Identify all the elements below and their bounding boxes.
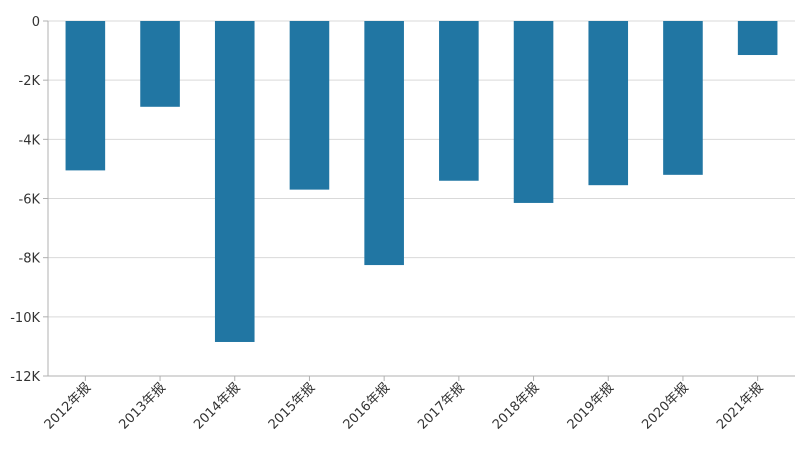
y-tick-label: -6K [19, 193, 41, 208]
y-tick-label: -10K [10, 311, 40, 326]
bar [289, 21, 330, 190]
bars [65, 21, 778, 342]
bar [364, 21, 404, 266]
x-category-label: 2014年报 [191, 380, 243, 432]
bar [214, 21, 255, 342]
bar [663, 21, 703, 175]
bar [737, 21, 778, 56]
x-category-label: 2018年报 [490, 380, 542, 432]
bar [140, 21, 180, 107]
bar [439, 21, 479, 181]
x-category-label: 2016年报 [341, 380, 393, 432]
y-tick-label: -8K [19, 252, 41, 267]
x-axis: 2012年报 2013年报 2014年报 2015年报 2016年报 2017年报 2018… [42, 375, 795, 433]
y-axis: 0 -2K -4K -6K -8K -10K -12K [10, 15, 49, 385]
x-category-label: 2013年报 [116, 380, 168, 432]
y-tick-label: -4K [19, 133, 41, 148]
y-tick-label: -12K [10, 370, 40, 385]
x-category-label: 2021年报 [714, 380, 766, 432]
y-tick-label: 0 [32, 15, 40, 30]
x-category-label: 2012年报 [42, 380, 94, 432]
x-category-label: 2020年报 [639, 380, 691, 432]
bar [65, 21, 106, 171]
y-tick-label: -2K [19, 74, 41, 89]
bar [513, 21, 554, 203]
bar [588, 21, 629, 186]
x-category-label: 2017年报 [415, 380, 467, 432]
x-category-label: 2019年报 [565, 380, 617, 432]
x-category-label: 2015年报 [266, 380, 318, 432]
